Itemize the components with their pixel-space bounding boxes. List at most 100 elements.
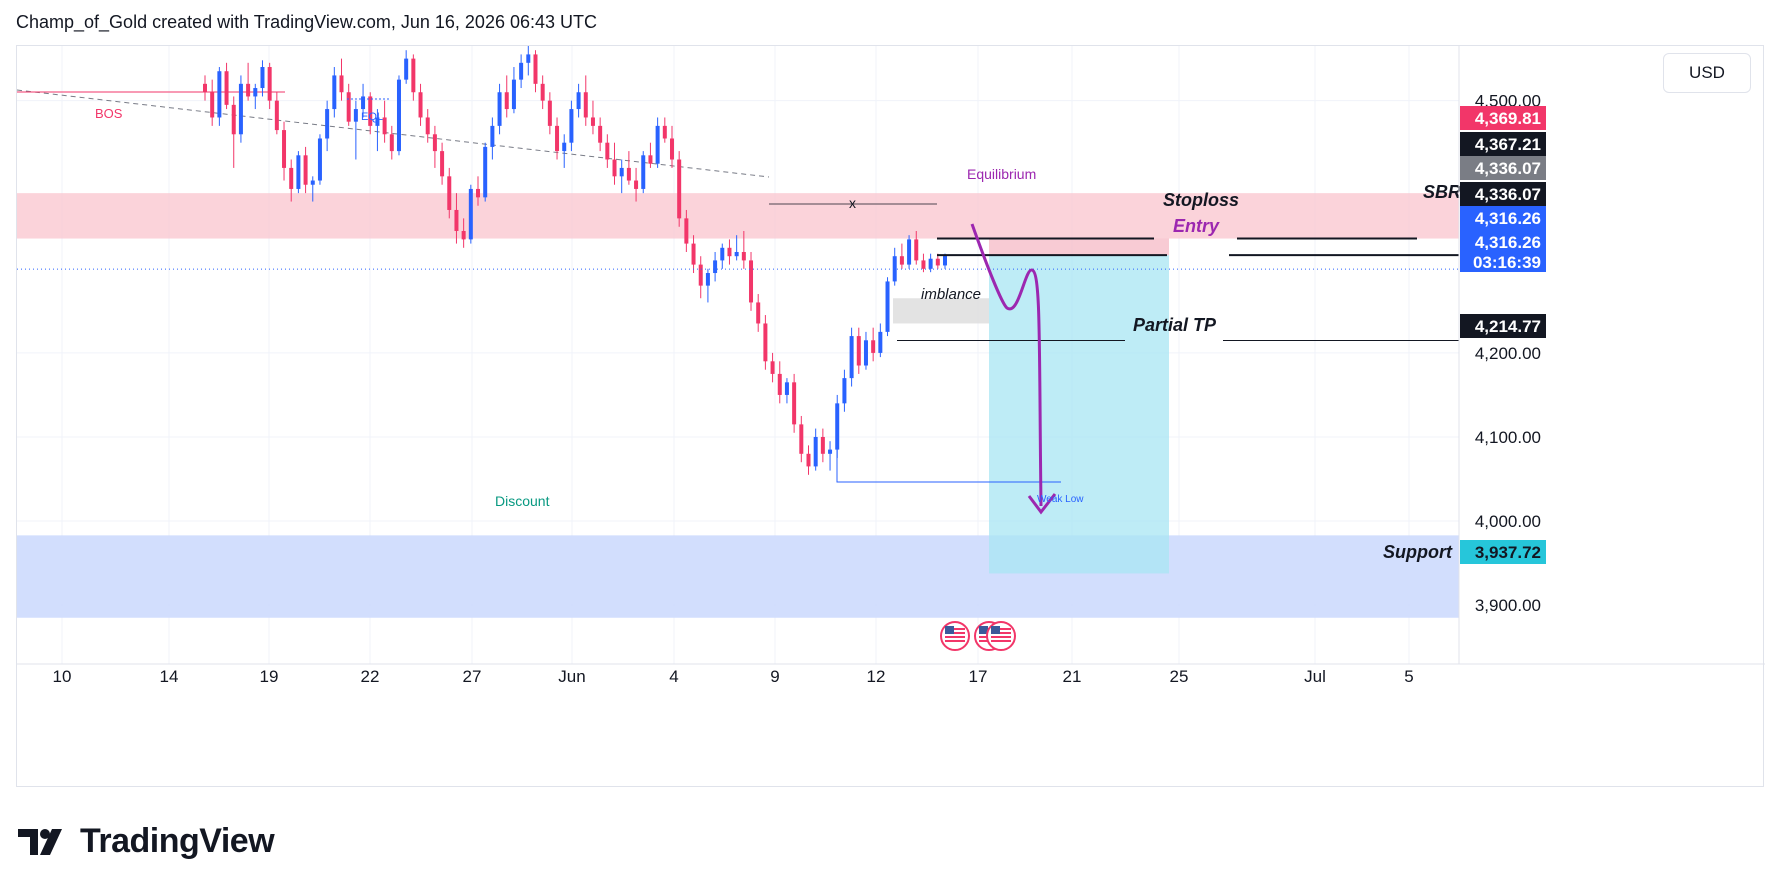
candle-body	[217, 71, 222, 118]
flag-canton	[945, 626, 954, 634]
brand-name: TradingView	[80, 822, 275, 860]
target-box	[989, 255, 1169, 574]
flag-canton	[979, 626, 988, 634]
candle-body	[720, 247, 725, 261]
stop-box	[989, 238, 1169, 256]
x-tick-label: 14	[160, 667, 179, 686]
candle-body	[253, 88, 258, 97]
candle-body	[756, 302, 761, 324]
x-tick-label: 4	[669, 667, 678, 686]
candle-body	[332, 75, 337, 110]
flag-stripe	[945, 640, 965, 642]
candle-body	[454, 209, 459, 231]
price-tag-box	[1460, 156, 1546, 180]
candle-body	[590, 117, 595, 126]
candle-body	[353, 109, 358, 122]
candle-body	[763, 323, 768, 362]
candle-body	[224, 71, 229, 105]
candle-body	[361, 96, 366, 110]
discount-label: Discount	[495, 493, 550, 509]
candle-body	[296, 155, 301, 189]
weak-low-line	[836, 444, 1061, 483]
equilibrium-label: Equilibrium	[967, 166, 1036, 182]
candle-body	[784, 382, 789, 395]
candle-body	[411, 58, 416, 93]
price-tag-label: 4,316.26	[1475, 209, 1541, 228]
x-tick-label: 17	[969, 667, 988, 686]
candle-body	[741, 252, 746, 261]
flag-stripe	[991, 628, 1011, 630]
candle-body	[425, 117, 430, 135]
candle-body	[555, 125, 560, 152]
candle-body	[727, 247, 732, 257]
candle-body	[799, 424, 804, 454]
candle-body	[490, 125, 495, 147]
us-event-flag-icon[interactable]	[986, 621, 1016, 651]
candle-body	[899, 256, 904, 265]
candle-body	[339, 75, 344, 93]
candle-body	[274, 100, 279, 131]
candle-body	[849, 336, 854, 379]
candle-body	[497, 92, 502, 126]
support-label: Support	[1383, 542, 1453, 562]
candle-body	[389, 134, 394, 152]
candle-body	[231, 104, 236, 135]
price-tag-label: 3,937.72	[1475, 543, 1541, 562]
discount-zone	[17, 535, 1459, 618]
candle-body	[677, 159, 682, 219]
price-tag-box	[1460, 132, 1546, 156]
candle-body	[382, 117, 387, 135]
price-tag-box	[1460, 314, 1546, 338]
candle-body	[691, 243, 696, 265]
candle-body	[907, 239, 912, 265]
chart-canvas[interactable]: BOS EQL x Equilibrium Discount imblance Weak L…	[17, 46, 1765, 788]
candle-body	[476, 188, 481, 198]
candle-body	[863, 340, 868, 366]
candle-body	[303, 155, 308, 185]
candle-body	[310, 180, 315, 185]
candle-body	[820, 436, 825, 454]
price-tag-label: 4,214.77	[1475, 317, 1541, 336]
bos-label: BOS	[95, 106, 123, 121]
candle-body	[684, 218, 689, 244]
flag-stripe	[945, 628, 965, 630]
candle-body	[210, 92, 215, 118]
y-tick-label: 4,100.00	[1475, 428, 1541, 447]
partial-tp-label: Partial TP	[1133, 315, 1217, 335]
x-tick-label: 5	[1404, 667, 1413, 686]
candle-body	[835, 403, 840, 450]
entry-label: Entry	[1173, 216, 1220, 236]
price-tag-label: 4,336.07	[1475, 159, 1541, 178]
flag-stripe	[991, 632, 1011, 634]
candle-body	[605, 142, 610, 160]
candle-body	[511, 79, 516, 110]
price-tag-box	[1460, 182, 1546, 206]
candle-body	[317, 138, 322, 181]
candle-body	[641, 155, 646, 189]
y-tick-label: 4,500.00	[1475, 92, 1541, 111]
candle-body	[612, 159, 617, 177]
candle-body	[547, 100, 552, 126]
currency-button[interactable]: USD	[1663, 53, 1751, 93]
candle-body	[246, 83, 251, 97]
price-tag-box	[1460, 206, 1546, 230]
price-tag-label: 4,369.81	[1475, 109, 1541, 128]
candle-body	[856, 336, 861, 366]
flag-stripe	[991, 640, 1011, 642]
x-tick-label: 25	[1170, 667, 1189, 686]
us-event-flag-icon[interactable]	[940, 621, 970, 651]
candle-body	[734, 252, 739, 257]
candle-body	[662, 125, 667, 139]
candle-body	[375, 117, 380, 126]
candle-body	[777, 373, 782, 395]
equilibrium-zone	[17, 193, 1459, 239]
x-tick-label: 21	[1063, 667, 1082, 686]
candle-body	[749, 260, 754, 303]
candle-body	[289, 167, 294, 189]
tradingview-logo-icon	[18, 828, 62, 855]
candle-body	[921, 260, 926, 269]
chart-frame: BOS EQL x Equilibrium Discount imblance Weak L…	[16, 45, 1765, 788]
candle-body	[626, 167, 631, 181]
candle-body	[655, 125, 660, 164]
candle-body	[540, 83, 545, 101]
